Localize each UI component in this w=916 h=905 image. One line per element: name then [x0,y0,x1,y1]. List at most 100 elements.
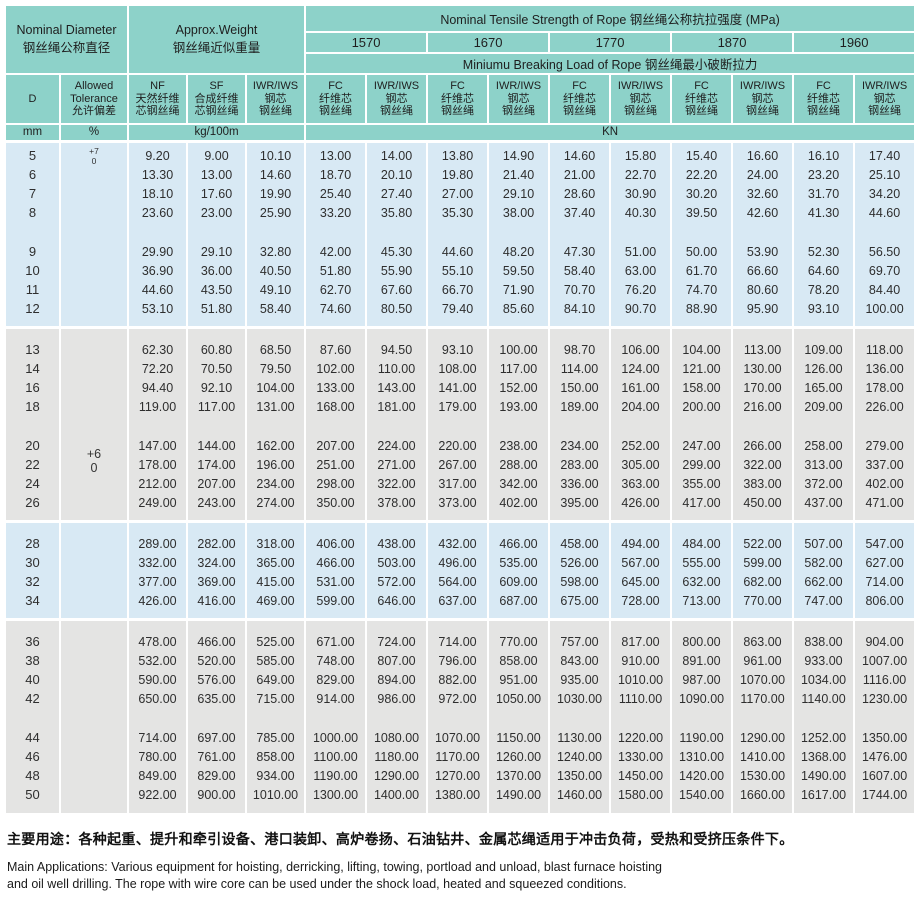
pad-cell [426,222,490,242]
value-cell: 377.00 [127,572,188,591]
value-cell: 1070.00 [426,728,490,747]
pad-cell [792,804,856,813]
value-cell: 14.60 [244,165,307,184]
pad-cell [304,512,368,521]
pad-cell [731,327,795,340]
pad-cell [426,416,490,436]
value-cell: 972.00 [426,689,490,708]
value-cell: 1260.00 [487,747,551,766]
value-cell: 671.00 [304,632,368,651]
value-cell: 770.00 [731,591,795,610]
value-cell: 51.00 [609,242,673,261]
pad-cell [487,141,551,146]
value-cell: 627.00 [853,553,916,572]
value-cell: 95.90 [731,299,795,318]
value-cell: 1240.00 [548,747,612,766]
value-cell: 299.00 [670,455,734,474]
value-cell: 109.00 [792,340,856,359]
pad-cell [365,512,429,521]
value-cell: 27.00 [426,184,490,203]
value-cell: 582.00 [792,553,856,572]
value-cell: 646.00 [365,591,429,610]
pad-cell [304,222,368,242]
main-applications-en: Main Applications: Various equipment for… [7,860,663,891]
pad-cell [487,521,551,534]
value-cell: 104.00 [670,340,734,359]
value-cell: 406.00 [304,534,368,553]
unit-percent: % [59,123,129,142]
value-cell: 843.00 [548,651,612,670]
value-cell: 94.50 [365,340,429,359]
value-cell: 288.00 [487,455,551,474]
value-cell: 30.20 [670,184,734,203]
value-cell: 66.60 [731,261,795,280]
value-cell: 44.60 [853,203,916,222]
value-cell: 289.00 [127,534,188,553]
diameter-cell: 48 [4,766,61,785]
value-cell: 891.00 [670,651,734,670]
pad-cell [731,318,795,327]
col-header-fc-1870: FC 纤维芯 钢丝绳 [670,73,734,125]
col-header-iwr-1570: IWR/IWS 钢芯 钢丝绳 [365,73,429,125]
value-cell: 50.00 [670,242,734,261]
value-cell: 829.00 [304,670,368,689]
pad-cell [365,619,429,632]
pad-cell [548,521,612,534]
value-cell: 23.20 [792,165,856,184]
pad-cell [792,610,856,619]
value-cell: 599.00 [304,591,368,610]
value-cell: 94.40 [127,378,188,397]
value-cell: 317.00 [426,474,490,493]
pad-cell [487,222,551,242]
value-cell: 170.00 [731,378,795,397]
value-cell: 71.90 [487,280,551,299]
value-cell: 14.00 [365,146,429,165]
value-cell: 53.10 [127,299,188,318]
diameter-cell: 42 [4,689,61,708]
pad-cell [4,222,61,242]
value-cell: 20.10 [365,165,429,184]
value-cell: 249.00 [127,493,188,512]
pad-cell [127,512,188,521]
pad-cell [304,318,368,327]
diameter-cell: 30 [4,553,61,572]
value-cell: 80.50 [365,299,429,318]
pad-cell [304,610,368,619]
value-cell: 525.00 [244,632,307,651]
value-cell: 283.00 [548,455,612,474]
pad-cell [853,512,916,521]
tolerance-cell [59,521,129,619]
diameter-cell: 46 [4,747,61,766]
value-cell: 1090.00 [670,689,734,708]
value-cell: 761.00 [186,747,247,766]
value-cell: 36.90 [127,261,188,280]
pad-cell [731,708,795,728]
pad-cell [792,708,856,728]
value-cell: 168.00 [304,397,368,416]
value-cell: 130.00 [731,359,795,378]
value-cell: 51.80 [304,261,368,280]
col-header-nf: NF 天然纤维 芯钢丝绳 [127,73,188,125]
pad-cell [244,804,307,813]
pad-cell [244,521,307,534]
pad-cell [487,318,551,327]
value-cell: 174.00 [186,455,247,474]
value-cell: 37.40 [548,203,612,222]
value-cell: 74.60 [304,299,368,318]
diameter-cell: 34 [4,591,61,610]
value-cell: 32.60 [731,184,795,203]
pad-cell [609,610,673,619]
value-cell: 16.10 [792,146,856,165]
unit-kn: KN [304,123,916,142]
pad-cell [127,610,188,619]
value-cell: 1300.00 [304,785,368,804]
pad-cell [365,141,429,146]
value-cell: 687.00 [487,591,551,610]
value-cell: 42.60 [731,203,795,222]
value-cell: 196.00 [244,455,307,474]
unit-mm: mm [4,123,61,142]
diameter-cell: 6 [4,165,61,184]
pad-cell [4,327,61,340]
value-cell: 52.30 [792,242,856,261]
value-cell: 44.60 [127,280,188,299]
